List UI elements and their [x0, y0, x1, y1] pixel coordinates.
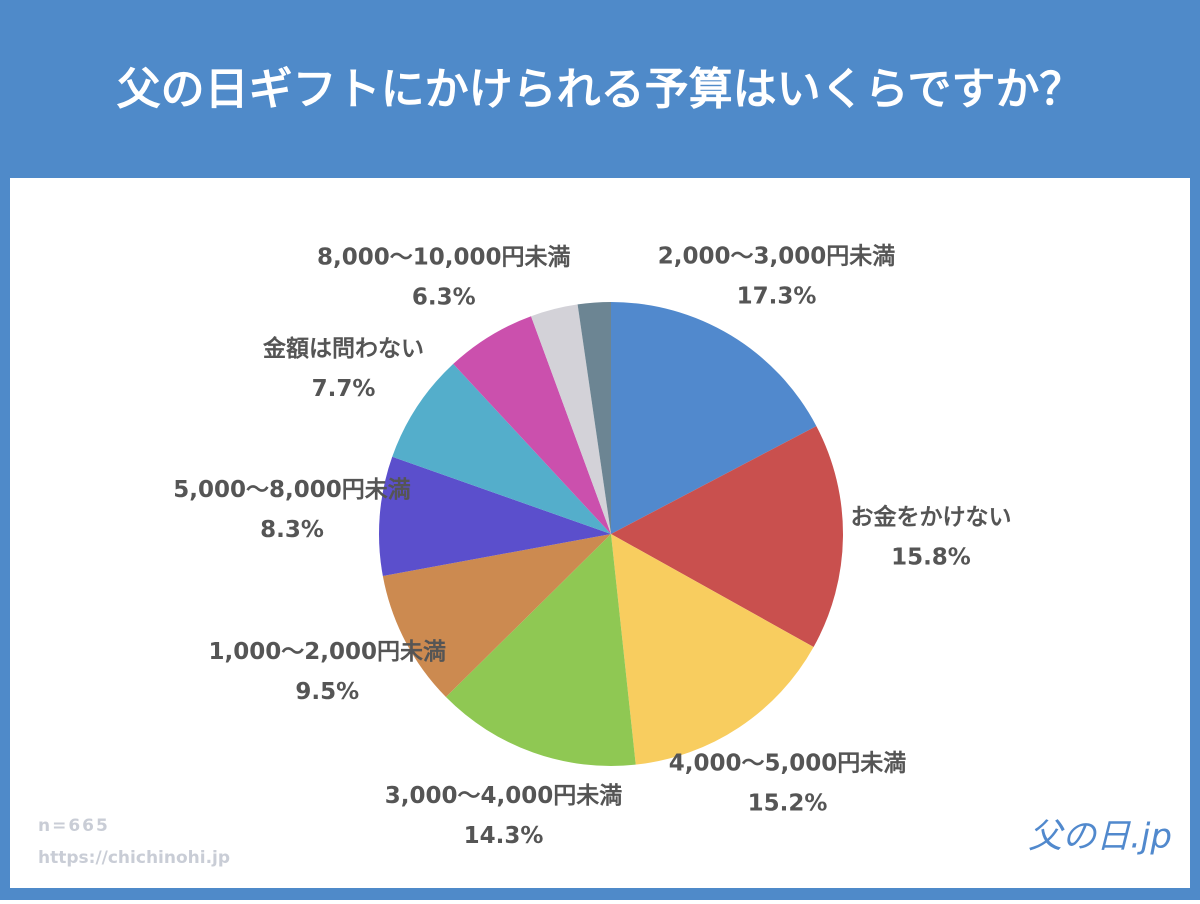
pie-slice [392, 363, 611, 534]
pie-slice [453, 316, 611, 534]
pie-slice [378, 456, 611, 577]
slice-value: 15.2% [748, 791, 828, 817]
pie-slice [531, 304, 611, 534]
pie-slice [611, 302, 817, 534]
slice-value: 14.3% [464, 823, 544, 849]
slice-label: 8,000〜10,000円未満 [317, 245, 571, 271]
pie-slice [611, 426, 843, 648]
slice-label: 2,000〜3,000円未満 [658, 244, 896, 270]
slice-value: 6.3% [412, 285, 476, 311]
chart-title: 父の日ギフトにかけられる予算はいくらですか？ [117, 64, 1084, 115]
slice-value: 8.3% [260, 517, 324, 543]
slice-value: 9.5% [295, 679, 359, 705]
sample-note: n=665 [38, 816, 110, 836]
slice-value: 15.8% [891, 544, 971, 570]
pie-slice [382, 534, 611, 698]
logo: 父の日.jp [1028, 817, 1172, 857]
slice-value: 17.3% [737, 284, 817, 310]
slice-label: 金額は問わない [262, 335, 424, 362]
slice-label: 4,000〜5,000円未満 [669, 751, 907, 777]
source: https://chichinohi.jp [38, 848, 230, 868]
slice-label: 3,000〜4,000円未満 [385, 783, 623, 809]
pie-slice [445, 534, 636, 766]
pie-slice [577, 302, 611, 534]
slice-label: お金をかけない [850, 503, 1011, 530]
slice-label: 1,000〜2,000円未満 [209, 639, 447, 665]
pie-slice [611, 534, 814, 765]
slice-value: 7.7% [312, 376, 376, 402]
slice-label: 5,000〜8,000円未満 [173, 477, 411, 503]
